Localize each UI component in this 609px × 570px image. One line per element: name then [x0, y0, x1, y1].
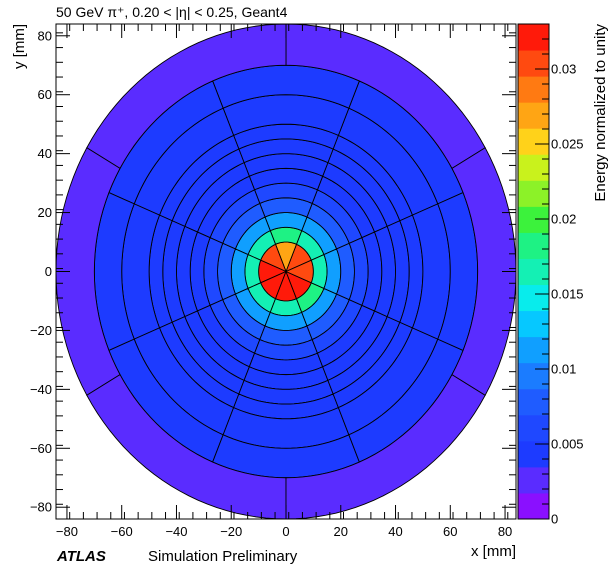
x-tick-label: −20 — [220, 524, 242, 539]
z-axis-label: Energy normalized to unity — [592, 24, 609, 202]
color-scale-bin — [518, 76, 549, 103]
color-scale-bin — [518, 492, 549, 520]
color-scale-bin — [518, 362, 549, 390]
color-scale-bin — [518, 336, 549, 364]
y-tick-label: 40 — [38, 146, 52, 161]
x-tick-label: 80 — [498, 524, 512, 539]
x-tick-label: −40 — [165, 524, 187, 539]
y-tick-label: 60 — [38, 87, 52, 102]
y-axis-label: y [mm] — [11, 24, 28, 69]
color-scale-bin — [518, 154, 549, 181]
z-tick-label: 0.03 — [551, 62, 576, 77]
x-tick-label: 60 — [443, 524, 457, 539]
color-scale-bin — [518, 258, 549, 286]
color-scale-bin — [518, 102, 549, 129]
z-tick-label: 0 — [551, 512, 558, 527]
color-scale-bin — [518, 414, 549, 442]
atlas-sublabel: Simulation Preliminary — [148, 548, 298, 565]
x-tick-label: 0 — [282, 524, 289, 539]
color-scale-frame — [517, 23, 550, 520]
color-scale-bin — [518, 440, 549, 468]
x-tick-label: 20 — [334, 524, 348, 539]
x-tick-label: 40 — [388, 524, 402, 539]
color-scale-bin — [518, 206, 549, 233]
color-scale-bin — [518, 232, 549, 259]
y-tick-label: 20 — [38, 205, 52, 220]
color-scale-bin — [518, 24, 549, 51]
y-tick-label: −40 — [30, 382, 52, 397]
z-tick-label: 0.025 — [551, 137, 584, 152]
color-scale-axis: 0 0.005 0.01 0.015 0.02 0.025 0.03 — [535, 38, 584, 527]
heatmap-cell-r1-s3 — [244, 253, 262, 290]
z-tick-label: 0.015 — [551, 287, 584, 302]
z-tick-label: 0.005 — [551, 437, 584, 452]
y-tick-label: −20 — [30, 323, 52, 338]
color-scale-bin — [518, 128, 549, 155]
color-scale-bin — [518, 388, 549, 416]
atlas-label: ATLAS — [56, 548, 106, 565]
x-axis: −80 −60 −40 −20 0 20 40 60 80 — [55, 24, 512, 539]
color-scale — [517, 23, 550, 520]
x-axis-label: x [mm] — [471, 543, 516, 560]
x-tick-label: −60 — [111, 524, 133, 539]
y-axis: −80 −60 −40 −20 0 20 40 60 80 — [30, 28, 516, 520]
y-tick-label: 0 — [45, 264, 52, 279]
z-tick-label: 0.02 — [551, 212, 576, 227]
y-tick-label: 80 — [38, 28, 52, 43]
heatmap-cell-r11-s5 — [451, 147, 517, 396]
y-tick-label: −60 — [30, 441, 52, 456]
color-scale-bin — [518, 284, 549, 312]
heatmap-cell-r1-s7 — [310, 253, 328, 290]
color-scale-bin — [518, 180, 549, 207]
y-tick-label: −80 — [30, 500, 52, 515]
x-tick-label: −80 — [56, 524, 78, 539]
heatmap-cells — [55, 23, 517, 520]
chart-title: 50 GeV π⁺, 0.20 < |η| < 0.25, Geant4 — [56, 4, 288, 20]
z-tick-label: 0.01 — [551, 362, 576, 377]
